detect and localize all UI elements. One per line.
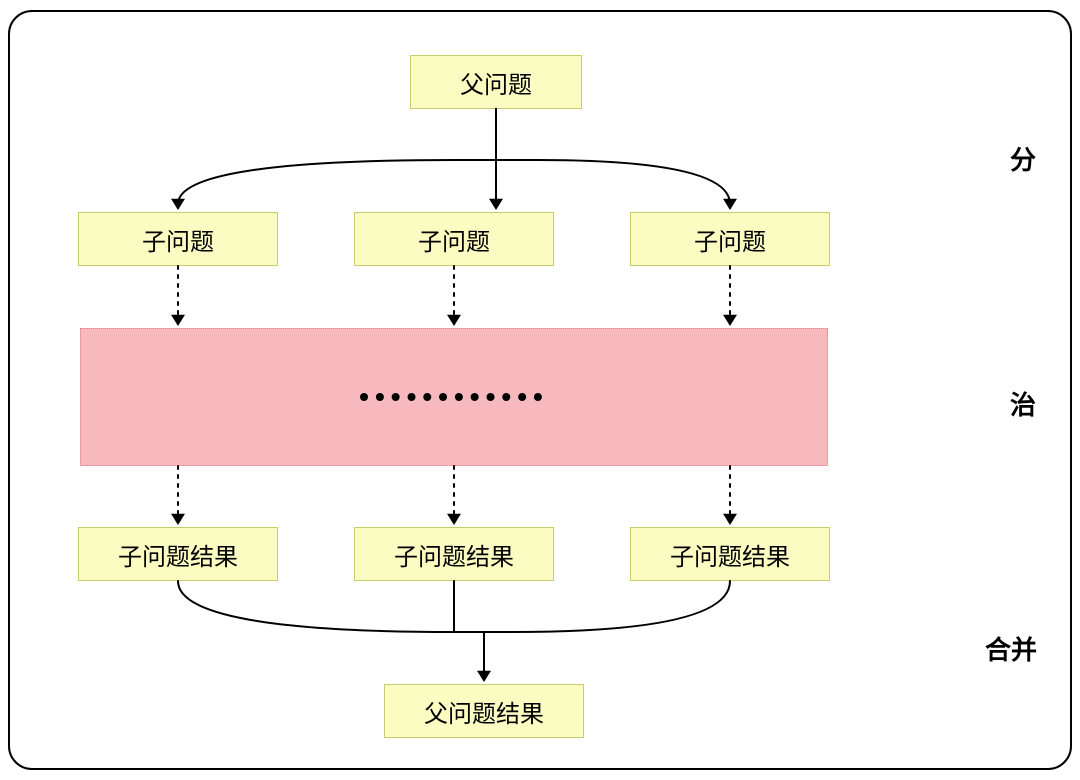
node-parent-problem: 父问题 [410,55,582,109]
node-parent-result: 父问题结果 [384,684,584,738]
node-label: 父问题结果 [424,694,544,729]
node-sub-problem-3: 子问题 [630,212,830,266]
node-sub-problem-1: 子问题 [78,212,278,266]
node-label: 父问题 [460,65,532,100]
node-label: 子问题结果 [670,537,790,572]
node-process-region: •••••••••••• [80,328,828,466]
node-sub-problem-2: 子问题 [354,212,554,266]
stage-label-merge: 合并 [985,630,1037,667]
node-label: 子问题 [418,222,490,257]
node-sub-result-2: 子问题结果 [354,527,554,581]
node-label: 子问题结果 [118,537,238,572]
node-label: 子问题 [694,222,766,257]
process-dots: •••••••••••• [359,381,549,413]
node-label: 子问题 [142,222,214,257]
stage-label-conquer: 治 [1010,385,1036,422]
node-sub-result-1: 子问题结果 [78,527,278,581]
node-sub-result-3: 子问题结果 [630,527,830,581]
stage-label-divide: 分 [1010,140,1036,177]
node-label: 子问题结果 [394,537,514,572]
